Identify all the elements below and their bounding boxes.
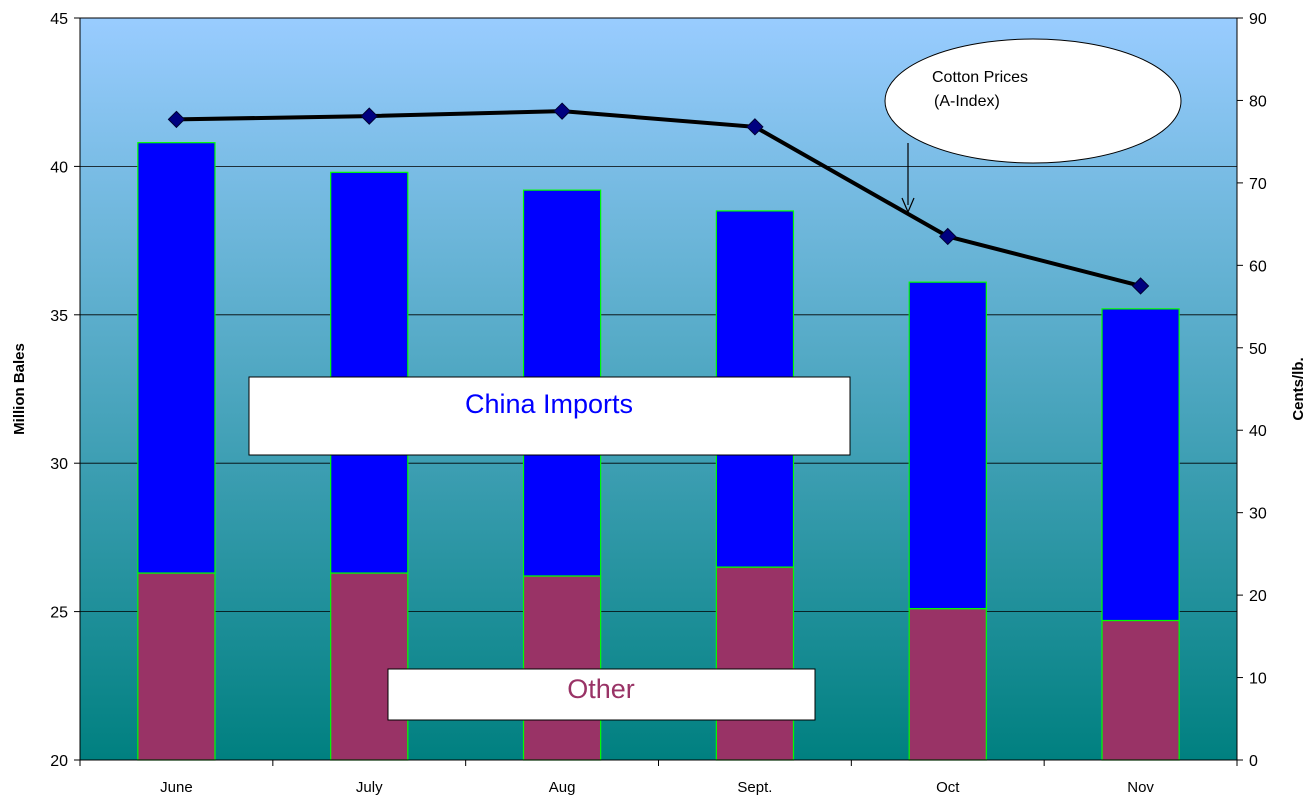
gridlines — [80, 165, 1237, 612]
y-tick-label: 45 — [50, 11, 68, 28]
x-tick-label: June — [160, 779, 193, 796]
y2-tick-label: 20 — [1249, 588, 1267, 605]
bar-other-nov — [1101, 619, 1180, 761]
y2-tick-label: 60 — [1249, 258, 1267, 275]
bar-other-june — [137, 572, 216, 761]
axes: 20 25 30 35 40 45 0 10 20 30 40 50 60 70 80 90 June July A… — [50, 11, 1267, 796]
china-imports-label-box: China Imports — [248, 376, 851, 456]
bar-china-imports-june — [137, 142, 216, 574]
x-tick-label: Sept. — [737, 779, 772, 796]
other-label-box: Other — [387, 668, 816, 721]
y2-tick-label: 50 — [1249, 341, 1267, 358]
y2-axis-title: Cents/lb. — [1290, 357, 1307, 420]
other-label: Other — [567, 674, 635, 704]
price-point-july — [360, 107, 378, 125]
bar-china-imports-july — [330, 171, 409, 574]
y2-tick-label: 30 — [1249, 506, 1267, 523]
y2-tick-label: 70 — [1249, 176, 1267, 193]
y-axis-title: Million Bales — [11, 343, 28, 435]
callout-line-1: Cotton Prices — [932, 69, 1028, 86]
x-tick-label: Oct — [936, 779, 960, 796]
bar-china-imports-oct — [908, 281, 987, 610]
callout-arrow-head — [901, 197, 915, 214]
y-tick-label: 20 — [50, 753, 68, 770]
y-tick-label: 35 — [50, 308, 68, 325]
price-point-oct — [939, 227, 957, 246]
y-tick-label: 25 — [50, 605, 68, 622]
y-tick-label: 30 — [50, 456, 68, 473]
price-point-june — [167, 110, 186, 129]
x-tick-label: Nov — [1127, 779, 1154, 796]
callout-line-2: (A-Index) — [934, 93, 1000, 110]
price-point-aug — [553, 102, 571, 120]
x-tick-label: Aug — [549, 779, 576, 796]
y2-tick-label: 0 — [1249, 753, 1258, 770]
price-point-sept — [746, 118, 764, 136]
price-point-nov — [1131, 277, 1150, 295]
china-imports-label: China Imports — [465, 389, 633, 419]
y2-tick-label: 10 — [1249, 671, 1267, 688]
price-line — [176, 109, 1142, 288]
bar-other-july — [330, 572, 409, 761]
bar-other-sept — [715, 566, 795, 761]
bar-china-imports-nov — [1101, 308, 1180, 622]
bar-other-oct — [908, 608, 987, 761]
y2-tick-label: 80 — [1249, 93, 1267, 110]
y2-tick-label: 90 — [1249, 11, 1267, 28]
cotton-prices-callout: Cotton Prices (A-Index) — [884, 38, 1182, 214]
bar-other-aug — [522, 575, 602, 761]
y2-tick-label: 40 — [1249, 423, 1267, 440]
y-tick-label: 40 — [50, 159, 68, 176]
price-line-series — [167, 102, 1150, 295]
x-tick-label: July — [356, 779, 383, 796]
